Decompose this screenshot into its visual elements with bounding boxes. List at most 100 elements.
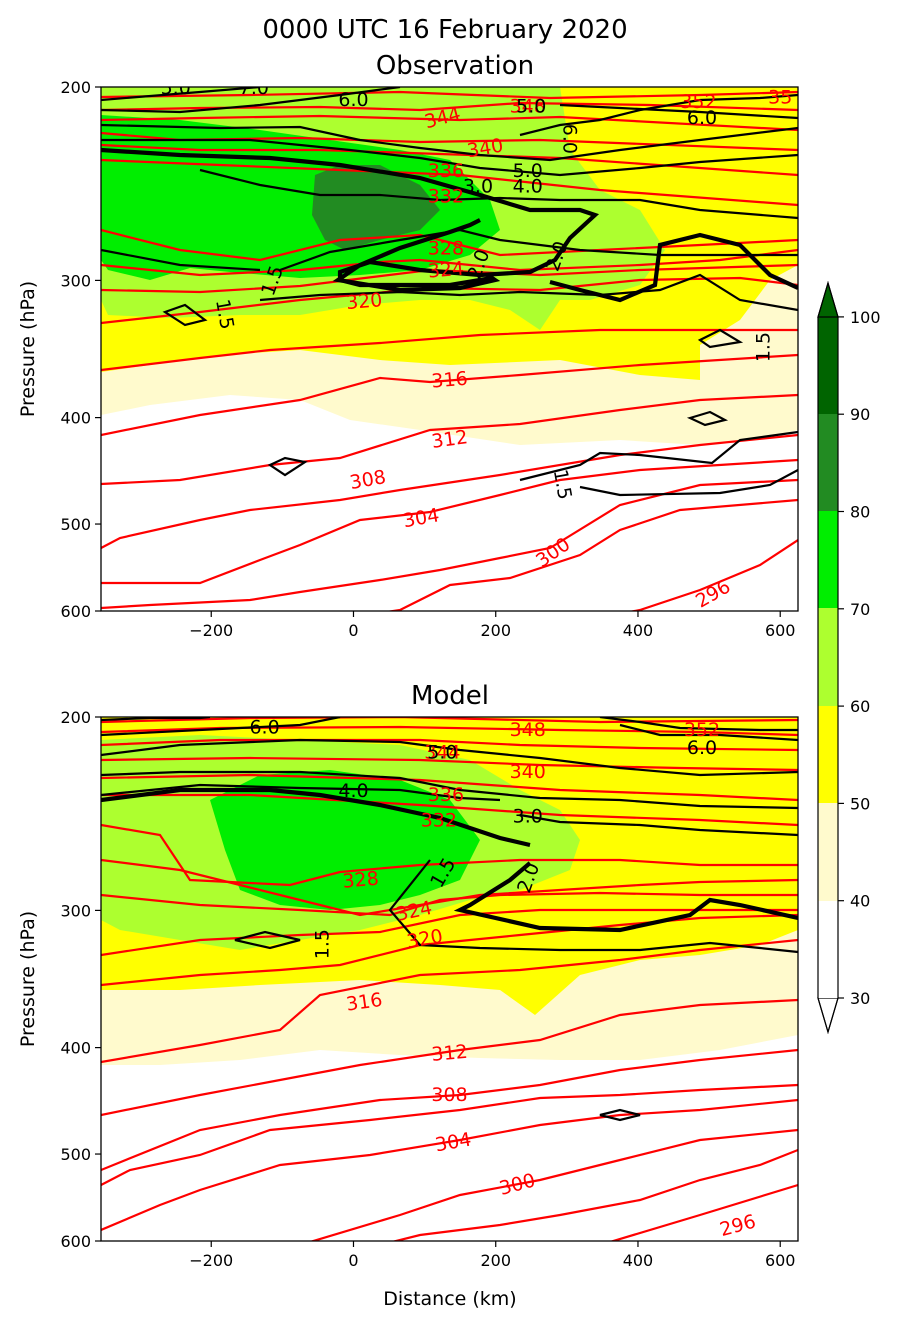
theta-contour-label: 336 <box>428 784 464 806</box>
y-tick-label: 300 <box>60 901 91 920</box>
theta-contour-label: 336 <box>428 160 464 182</box>
theta-contour-label: 348 <box>510 719 546 741</box>
obs-fill-80 <box>312 165 440 250</box>
theta-contour-label: 352 <box>680 91 716 113</box>
theta-contour-label: 328 <box>342 868 380 893</box>
colorbar-band-40-50 <box>818 803 838 901</box>
panel-title-observation: Observation <box>376 51 534 81</box>
x-tick-label: 0 <box>348 621 358 640</box>
theta-contour-label: 340 <box>510 761 546 783</box>
x-tick-label: 400 <box>623 1251 654 1270</box>
theta-contour-label: 324 <box>427 258 465 283</box>
obs-axes-frame <box>100 86 799 612</box>
y-tick-label: 300 <box>60 271 91 290</box>
y-tick-label: 600 <box>60 1232 91 1251</box>
pv-contour-label: 1.5 <box>311 929 333 959</box>
model-pv-contours <box>101 717 798 1122</box>
pv-contour-label: 5.0 <box>513 160 543 182</box>
colorbar-extend-high <box>817 280 839 318</box>
pv-contour-label: 4.0 <box>338 780 368 802</box>
panel-model: Model <box>17 681 799 1310</box>
colorbar-tick-label: 40 <box>850 892 870 911</box>
model-plot-area: 348 3523443403363323283243203163123083043… <box>101 716 798 1241</box>
colorbar-tick-label: 90 <box>850 405 870 424</box>
theta-contour-label: 316 <box>431 368 469 393</box>
y-tick-label: 500 <box>60 1145 91 1164</box>
colorbar-band-60-70 <box>818 608 838 706</box>
pv-contour-label: 7.0 <box>239 77 269 99</box>
y-tick-label: 400 <box>60 1039 91 1058</box>
pv-contour-label: 1.5 <box>549 468 576 502</box>
pv-contour-label: 4.0 <box>513 176 543 198</box>
colorbar-band-50-60 <box>818 706 838 803</box>
model-y-axis: 200 300 400 500 600 <box>60 708 101 1251</box>
x-tick-label: 400 <box>623 621 654 640</box>
x-tick-label: 600 <box>765 621 796 640</box>
colorbar-tick-label: 70 <box>850 600 870 619</box>
colorbar-band-80-90 <box>818 414 838 511</box>
colorbar-tick-label: 100 <box>850 308 881 327</box>
x-tick-label: 200 <box>480 1251 511 1270</box>
theta-contour-label: 312 <box>431 1041 469 1066</box>
colorbar-tick-label: 80 <box>850 503 870 522</box>
theta-contour-label: 316 <box>345 989 384 1016</box>
theta-contour-label: 348 <box>510 96 546 118</box>
model-x-axis-label: Distance (km) <box>383 1288 516 1310</box>
pv-contour-label: 1.5 <box>752 332 774 362</box>
theta-contour-label: 352 <box>684 719 720 741</box>
colorbar-band-90-100 <box>818 317 838 414</box>
y-tick-label: 400 <box>60 409 91 428</box>
x-tick-label: −200 <box>189 621 233 640</box>
pv-contour-label: 6.0 <box>687 107 717 129</box>
colorbar: 30 40 50 60 70 80 90 100 <box>817 280 881 1035</box>
theta-contour-label: 328 <box>428 237 464 259</box>
pv-contour-label: 6.0 <box>558 124 580 154</box>
theta-contour-label: 332 <box>421 810 457 832</box>
theta-contour-label: 308 <box>431 1084 467 1106</box>
observation-plot-area: 344 348 352 3534033633232832432031631230830… <box>101 77 798 611</box>
colorbar-band-70-80 <box>818 511 838 608</box>
pv-contour-label: 5.0 <box>427 741 457 763</box>
colorbar-tick-label: 30 <box>850 989 870 1008</box>
colorbar-band-30-40 <box>818 901 838 998</box>
obs-pv2-contour <box>101 147 798 303</box>
panel-title-model: Model <box>411 681 489 711</box>
theta-contour-label: 312 <box>430 426 469 453</box>
pv-contour-label: 5.0 <box>516 96 546 118</box>
obs-x-axis: −200 0 200 400 600 <box>189 611 795 640</box>
model-y-axis-label: Pressure (hPa) <box>17 911 39 1047</box>
pv-contour-label: 1.5 <box>211 298 238 332</box>
colorbar-tick-label: 60 <box>850 697 870 716</box>
colorbar-extend-low <box>817 997 839 1035</box>
obs-y-axis-label: Pressure (hPa) <box>17 281 39 417</box>
theta-contour-label: 344 <box>424 741 460 763</box>
colorbar-tick-label: 50 <box>850 794 870 813</box>
x-tick-label: −200 <box>189 1251 233 1270</box>
pv-contour-label: 3.0 <box>513 806 543 828</box>
obs-y-axis: 200 300 400 500 600 <box>60 78 101 621</box>
pv-contour-label: 6.0 <box>249 716 279 738</box>
pv-contour-label: 6.0 <box>338 89 368 111</box>
pv-contour-label: 3.0 <box>463 176 493 198</box>
figure-title: 0000 UTC 16 February 2020 <box>262 15 627 45</box>
obs-theta-contours <box>101 90 798 611</box>
theta-contour-label: 320 <box>345 289 383 314</box>
y-tick-label: 500 <box>60 515 91 534</box>
model-x-axis: −200 0 200 400 600 <box>189 1241 795 1270</box>
x-tick-label: 200 <box>480 621 511 640</box>
x-tick-label: 0 <box>348 1251 358 1270</box>
y-tick-label: 600 <box>60 602 91 621</box>
obs-pv-contours <box>101 87 798 497</box>
y-tick-label: 200 <box>60 78 91 97</box>
pv-contour-label: 5.0 <box>161 77 191 99</box>
model-theta-contours <box>101 717 798 1241</box>
y-tick-label: 200 <box>60 708 91 727</box>
x-tick-label: 600 <box>765 1251 796 1270</box>
pv-contour-label: 6.0 <box>687 737 717 759</box>
theta-contour-label: 35 <box>768 86 792 108</box>
model-pv2-contour <box>101 787 798 933</box>
panel-observation: Observation <box>17 51 799 640</box>
model-axes-frame <box>100 716 799 1242</box>
theta-contour-label: 332 <box>428 185 464 207</box>
